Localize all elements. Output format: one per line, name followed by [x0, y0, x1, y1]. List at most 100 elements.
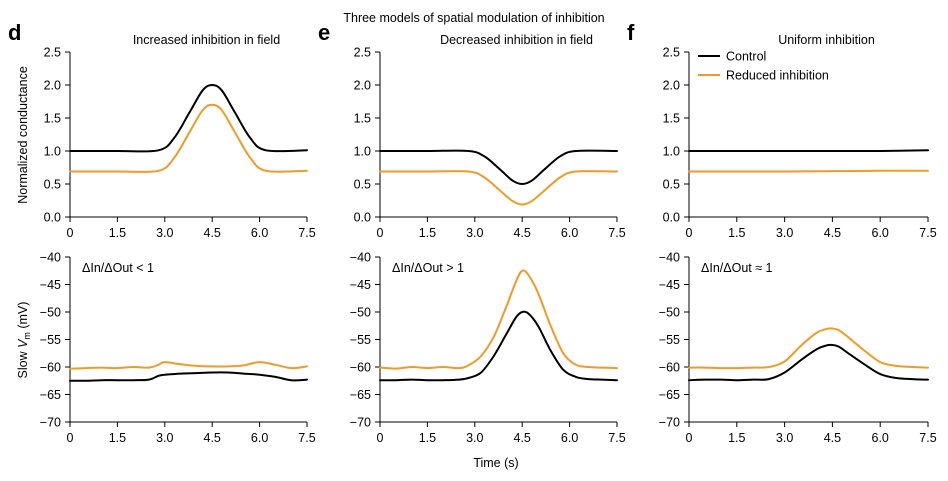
x-tick-label: 0 [686, 431, 693, 445]
x-tick-label: 4.5 [204, 226, 221, 240]
series-line-control [688, 343, 929, 382]
x-tick-label: 3.0 [156, 431, 173, 445]
figure-title: Three models of spatial modulation of in… [343, 11, 604, 25]
panel-letter-d: d [8, 20, 21, 45]
y-tick-label: 0.5 [663, 178, 680, 192]
y-tick-label: −45 [659, 278, 680, 292]
y-tick-label: 1.0 [354, 145, 371, 159]
y-axis-label-bottom-suffix: (mV) [16, 302, 30, 333]
x-axis-label: Time (s) [473, 456, 518, 470]
y-tick-label: 1.5 [354, 112, 371, 126]
y-tick-label: −65 [659, 388, 680, 402]
panel-title: Decreased inhibition in field [440, 33, 593, 47]
ratio-annotation: ΔIn/ΔOut > 1 [392, 261, 464, 275]
series-line-reduced-inhibition [379, 170, 618, 206]
y-tick-label: −60 [40, 361, 61, 375]
series-line-control [379, 149, 618, 185]
x-tick-label: 7.5 [298, 226, 315, 240]
x-tick-label: 7.5 [919, 431, 936, 445]
x-tick-label: 7.5 [919, 226, 936, 240]
x-tick-label: 0 [377, 431, 384, 445]
y-tick-label: 0.0 [44, 211, 61, 225]
series-line-reduced-inhibition [688, 169, 929, 173]
y-tick-label: 2.0 [354, 79, 371, 93]
series-line-reduced-inhibition [69, 361, 308, 370]
y-tick-label: 2.0 [44, 79, 61, 93]
x-tick-label: 6.0 [561, 226, 578, 240]
y-axis-label-bottom-symbol: V [16, 338, 30, 348]
legend: Control Reduced inhibition [698, 50, 829, 83]
y-tick-label: 0.5 [354, 178, 371, 192]
y-tick-label: −70 [350, 416, 371, 430]
series-line-control [69, 84, 308, 153]
x-tick-label: 6.0 [872, 226, 889, 240]
panels: 0.0 0.5 1.0 1.5 2.0 2.5 0 1.5 3.0 4.5 6.0 7.5 d Incre… [8, 20, 937, 445]
x-tick-label: 7.5 [298, 431, 315, 445]
x-tick-label: 0 [686, 226, 693, 240]
x-tick-label: 1.5 [109, 226, 126, 240]
ratio-annotation: ΔIn/ΔOut ≈ 1 [701, 261, 773, 275]
y-tick-label: −50 [659, 306, 680, 320]
x-tick-label: 4.5 [824, 226, 841, 240]
y-tick-label: −40 [40, 251, 61, 265]
x-tick-label: 6.0 [251, 431, 268, 445]
x-tick-label: 6.0 [561, 431, 578, 445]
x-tick-label: 6.0 [251, 226, 268, 240]
panel-4: −70 −65 −60 −55 −50 −45 −40 0 1.5 3.0 4.5 6.0 7.5 ΔIn… [40, 251, 316, 446]
x-tick-label: 7.5 [608, 431, 625, 445]
y-tick-label: 2.0 [663, 79, 680, 93]
x-tick-label: 3.0 [466, 431, 483, 445]
y-tick-label: 0.0 [663, 211, 680, 225]
series-line-reduced-inhibition [688, 327, 929, 370]
y-tick-label: −45 [40, 278, 61, 292]
x-tick-label: 7.5 [608, 226, 625, 240]
y-tick-label: −65 [350, 388, 371, 402]
x-tick-label: 3.0 [466, 226, 483, 240]
y-tick-label: −60 [659, 361, 680, 375]
y-tick-label: −55 [659, 333, 680, 347]
series-line-control [379, 310, 618, 382]
x-tick-label: 4.5 [204, 431, 221, 445]
x-tick-label: 1.5 [109, 431, 126, 445]
x-tick-label: 3.0 [156, 226, 173, 240]
x-tick-label: 3.0 [776, 226, 793, 240]
y-axis-label-bottom-prefix: Slow [16, 348, 30, 379]
x-tick-label: 0 [67, 431, 74, 445]
y-axis-label-bottom: Slow Vm (mV) [16, 302, 32, 379]
panel-letter-e: e [318, 20, 330, 45]
legend-label-reduced: Reduced inhibition [726, 69, 829, 83]
x-tick-label: 1.5 [728, 431, 745, 445]
y-tick-label: 1.0 [663, 145, 680, 159]
y-tick-label: −40 [659, 251, 680, 265]
y-tick-label: 0.5 [44, 178, 61, 192]
y-tick-label: −45 [350, 278, 371, 292]
y-tick-label: 1.5 [663, 112, 680, 126]
y-tick-label: −60 [350, 361, 371, 375]
x-tick-label: 4.5 [514, 431, 531, 445]
series-line-reduced-inhibition [379, 269, 618, 370]
x-tick-label: 4.5 [514, 226, 531, 240]
y-axis-label-top: Normalized conductance [16, 66, 30, 204]
y-tick-label: 2.5 [663, 46, 680, 60]
x-tick-label: 0 [67, 226, 74, 240]
y-tick-label: −70 [659, 416, 680, 430]
legend-label-control: Control [726, 50, 766, 64]
y-tick-label: −50 [350, 306, 371, 320]
series-line-control [688, 149, 929, 153]
y-tick-label: 0.0 [354, 211, 371, 225]
y-tick-label: −70 [40, 416, 61, 430]
y-tick-label: −55 [40, 333, 61, 347]
panel-1: 0.0 0.5 1.0 1.5 2.0 2.5 0 1.5 3.0 4.5 6.0 7.5 d Incre… [8, 20, 316, 240]
x-tick-label: 6.0 [872, 431, 889, 445]
panel-3: 0.0 0.5 1.0 1.5 2.0 2.5 0 1.5 3.0 4.5 6.0 7.5 f Unifo… [627, 20, 937, 240]
series-line-reduced-inhibition [69, 103, 308, 174]
y-tick-label: 1.0 [44, 145, 61, 159]
y-tick-label: 1.5 [44, 112, 61, 126]
series-line-control [69, 371, 308, 382]
y-axis-label-bottom-subscript: m [22, 332, 32, 340]
x-tick-label: 1.5 [419, 431, 436, 445]
y-tick-label: −50 [40, 306, 61, 320]
y-tick-label: 2.5 [354, 46, 371, 60]
panel-title: Uniform inhibition [778, 33, 875, 47]
